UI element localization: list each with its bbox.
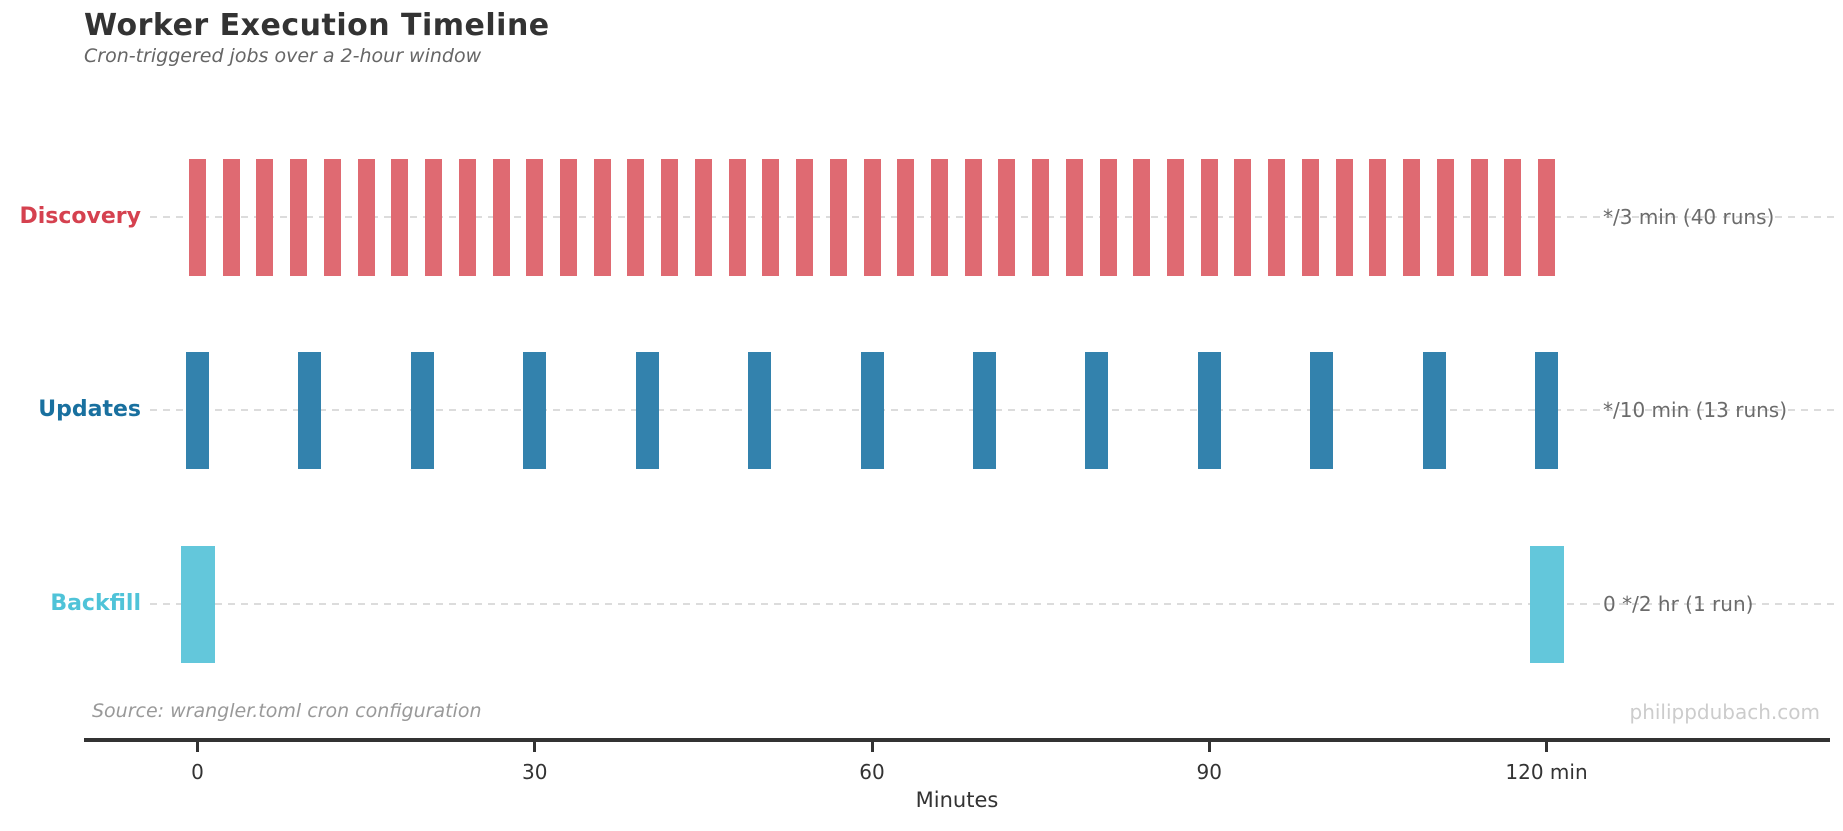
run-bar bbox=[1167, 158, 1185, 276]
run-bar bbox=[410, 351, 434, 469]
run-bar bbox=[1335, 158, 1353, 276]
run-bar bbox=[1538, 158, 1555, 276]
x-axis-label: Minutes bbox=[915, 788, 999, 812]
run-bar bbox=[593, 158, 611, 276]
x-tick-mark bbox=[870, 742, 874, 752]
x-tick-mark bbox=[533, 742, 537, 752]
run-bar bbox=[635, 351, 659, 469]
run-bar bbox=[1310, 351, 1334, 469]
run-bar bbox=[189, 158, 206, 276]
run-bar bbox=[1529, 545, 1564, 663]
run-bar bbox=[1065, 158, 1083, 276]
watermark: philippdubach.com bbox=[1629, 700, 1821, 724]
x-tick-label: 0 bbox=[191, 760, 204, 784]
row-annotation-discovery: */3 min (40 runs) bbox=[1603, 205, 1775, 229]
run-bar bbox=[492, 158, 510, 276]
x-tick-mark bbox=[1207, 742, 1211, 752]
run-bar bbox=[357, 158, 375, 276]
run-bar bbox=[964, 158, 982, 276]
row-annotation-backfill: 0 */2 hr (1 run) bbox=[1603, 592, 1754, 616]
run-bar bbox=[860, 351, 884, 469]
run-bar bbox=[762, 158, 780, 276]
row-annotation-updates: */10 min (13 runs) bbox=[1603, 398, 1788, 422]
row-label-discovery: Discovery bbox=[19, 204, 141, 229]
run-bar bbox=[627, 158, 645, 276]
run-bar bbox=[694, 158, 712, 276]
run-bar bbox=[186, 351, 209, 469]
run-bar bbox=[863, 158, 881, 276]
row-gridline-discovery bbox=[150, 216, 1836, 218]
run-bar bbox=[1422, 351, 1446, 469]
run-bar bbox=[998, 158, 1016, 276]
run-bar bbox=[1085, 351, 1109, 469]
run-bar bbox=[559, 158, 577, 276]
run-bar bbox=[298, 351, 322, 469]
run-bar bbox=[180, 545, 215, 663]
run-bar bbox=[391, 158, 409, 276]
row-label-backfill: Backfill bbox=[50, 591, 141, 616]
run-bar bbox=[1403, 158, 1421, 276]
run-bar bbox=[1535, 351, 1558, 469]
run-bar bbox=[458, 158, 476, 276]
x-tick-label: 90 bbox=[1196, 760, 1222, 784]
run-bar bbox=[425, 158, 443, 276]
run-bar bbox=[748, 351, 772, 469]
run-bar bbox=[1268, 158, 1286, 276]
run-bar bbox=[1032, 158, 1050, 276]
run-bar bbox=[829, 158, 847, 276]
run-bar bbox=[930, 158, 948, 276]
run-bar bbox=[728, 158, 746, 276]
run-bar bbox=[1504, 158, 1522, 276]
x-axis-line bbox=[84, 738, 1830, 742]
run-bar bbox=[1200, 158, 1218, 276]
x-tick-mark bbox=[1545, 742, 1548, 752]
x-tick-label: 60 bbox=[859, 760, 885, 784]
source-note: Source: wrangler.toml cron configuration bbox=[92, 700, 482, 722]
row-label-updates: Updates bbox=[38, 397, 141, 422]
run-bar bbox=[526, 158, 544, 276]
x-tick-mark bbox=[196, 742, 199, 752]
chart-title: Worker Execution Timeline bbox=[84, 8, 550, 43]
run-bar bbox=[1197, 351, 1221, 469]
run-bar bbox=[1301, 158, 1319, 276]
chart-subtitle: Cron-triggered jobs over a 2-hour window bbox=[84, 45, 482, 67]
run-bar bbox=[323, 158, 341, 276]
run-bar bbox=[897, 158, 915, 276]
run-bar bbox=[1133, 158, 1151, 276]
row-gridline-backfill bbox=[150, 603, 1836, 605]
run-bar bbox=[523, 351, 547, 469]
run-bar bbox=[972, 351, 996, 469]
run-bar bbox=[661, 158, 679, 276]
run-bar bbox=[1369, 158, 1387, 276]
run-bar bbox=[1436, 158, 1454, 276]
run-bar bbox=[1099, 158, 1117, 276]
run-bar bbox=[796, 158, 814, 276]
run-bar bbox=[256, 158, 274, 276]
run-bar bbox=[1470, 158, 1488, 276]
run-bar bbox=[290, 158, 308, 276]
x-tick-label: 120 min bbox=[1505, 760, 1588, 784]
x-tick-label: 30 bbox=[522, 760, 548, 784]
run-bar bbox=[1234, 158, 1252, 276]
run-bar bbox=[222, 158, 240, 276]
